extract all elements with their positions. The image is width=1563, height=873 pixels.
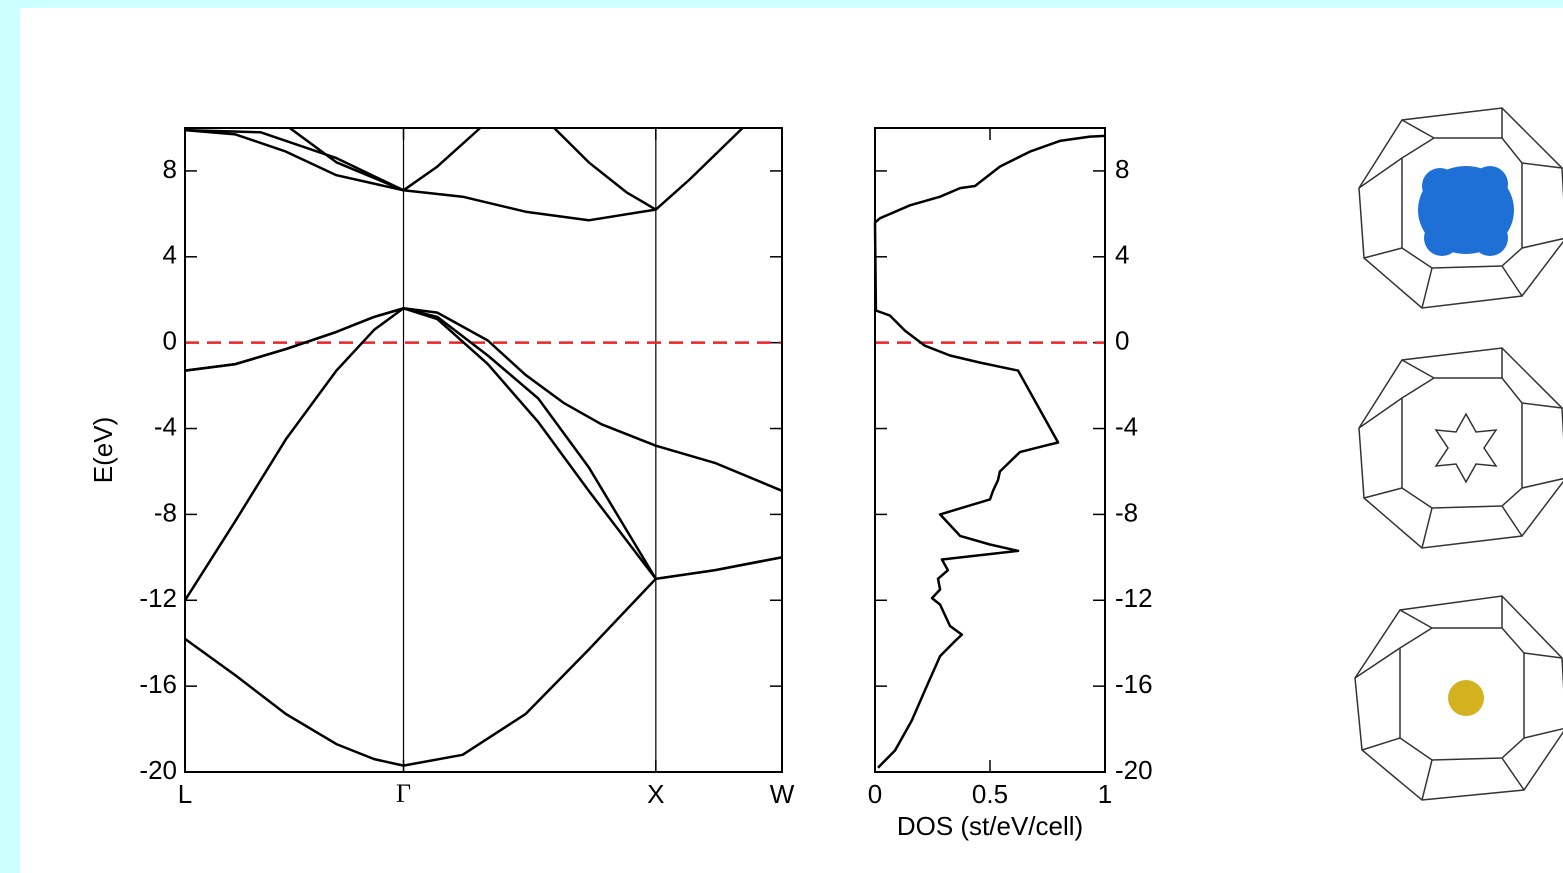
y-tick-label: -20 xyxy=(1115,755,1153,785)
curve xyxy=(288,126,404,192)
zone-outline xyxy=(1354,595,1563,801)
y-tick-label: 4 xyxy=(1115,240,1129,270)
zone-outline xyxy=(1358,107,1563,309)
x-tick-label: 0.5 xyxy=(972,779,1008,809)
plot-frame xyxy=(874,127,1106,773)
plot-frame xyxy=(184,127,783,773)
curve xyxy=(184,127,744,222)
curve xyxy=(184,127,482,192)
y-tick-label: 8 xyxy=(163,154,177,184)
x-axis-label: DOS (st/eV/cell) xyxy=(897,811,1083,841)
fermi-surface xyxy=(1448,680,1484,716)
x-tick-label: W xyxy=(770,779,795,809)
y-tick-label: -20 xyxy=(139,755,177,785)
y-tick-label: -12 xyxy=(1115,583,1153,613)
x-tick-label: Γ xyxy=(396,779,411,808)
y-tick-label: -16 xyxy=(1115,669,1153,699)
y-tick-label: 8 xyxy=(1115,154,1129,184)
x-tick-label: 1 xyxy=(1098,779,1112,809)
y-tick-label: -12 xyxy=(139,583,177,613)
y-tick-label: -8 xyxy=(154,497,177,527)
x-tick-label: L xyxy=(178,779,192,809)
brillouin-zones xyxy=(1354,107,1563,801)
curve xyxy=(553,127,657,211)
x-tick-label: X xyxy=(647,779,664,809)
panel-background xyxy=(20,8,1563,873)
brillouin-zone xyxy=(1358,107,1563,309)
y-axis-label: E(eV) xyxy=(88,417,118,483)
y-tick-label: -16 xyxy=(139,669,177,699)
y-tick-label: -4 xyxy=(1115,411,1138,441)
brillouin-zone xyxy=(1358,347,1563,549)
y-tick-label: 4 xyxy=(163,240,177,270)
y-tick-label: 0 xyxy=(163,326,177,356)
fermi-surface xyxy=(1434,412,1498,484)
y-tick-label: -4 xyxy=(154,411,177,441)
brillouin-zone xyxy=(1354,595,1563,801)
x-tick-label: 0 xyxy=(868,779,882,809)
curve xyxy=(873,134,1106,769)
zone-outline xyxy=(1358,347,1563,549)
curve xyxy=(184,307,657,580)
y-tick-label: -8 xyxy=(1115,497,1138,527)
y-tick-label: 0 xyxy=(1115,326,1129,356)
